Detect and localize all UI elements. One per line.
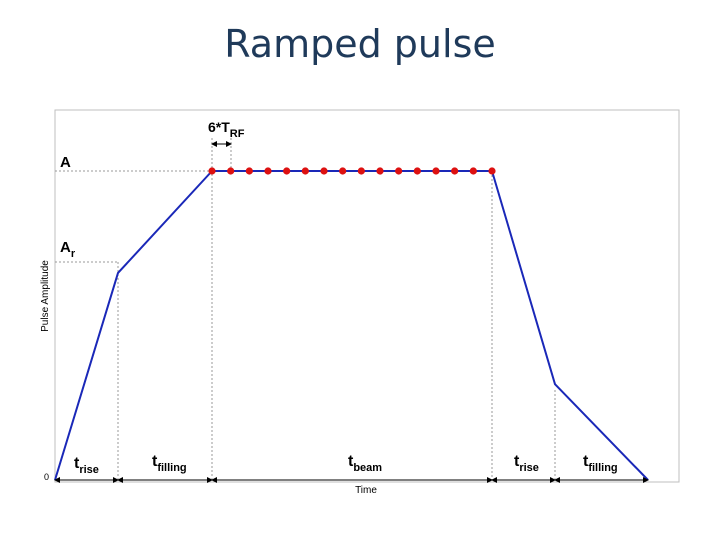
phase-label-rise-2: trise bbox=[514, 453, 539, 474]
beam-marker bbox=[357, 167, 365, 175]
beam-marker bbox=[413, 167, 421, 175]
beam-marker bbox=[395, 167, 403, 175]
plot-frame bbox=[54, 109, 680, 483]
beam-marker bbox=[208, 167, 216, 175]
slide-title: Ramped pulse bbox=[224, 22, 496, 66]
beam-marker bbox=[376, 167, 384, 175]
y-marker-Ar: Ar bbox=[60, 239, 76, 260]
beam-marker bbox=[469, 167, 477, 175]
beam-marker bbox=[301, 167, 309, 175]
phase-label-beam: tbeam bbox=[348, 453, 382, 474]
beam-marker bbox=[283, 167, 291, 175]
origin-label: 0 bbox=[44, 472, 49, 482]
beam-marker bbox=[264, 167, 272, 175]
beam-marker bbox=[432, 167, 440, 175]
beam-marker bbox=[451, 167, 459, 175]
beam-marker bbox=[245, 167, 253, 175]
beam-marker bbox=[339, 167, 347, 175]
phase-label-filling-2: tfilling bbox=[583, 453, 618, 474]
y-axis-label: Pulse Amplitude bbox=[40, 260, 51, 332]
pulse-series-line bbox=[54, 170, 649, 481]
beam-marker bbox=[488, 167, 496, 175]
y-marker-A: A bbox=[60, 154, 71, 171]
beam-marker bbox=[227, 167, 235, 175]
phase-label-rise-1: trise bbox=[74, 455, 99, 476]
beam-markers bbox=[208, 167, 496, 175]
beam-marker bbox=[320, 167, 328, 175]
phase-label-filling-1: tfilling bbox=[152, 453, 187, 474]
x-axis-label: Time bbox=[355, 485, 377, 496]
spacing-label: 6*TRF bbox=[208, 119, 245, 140]
